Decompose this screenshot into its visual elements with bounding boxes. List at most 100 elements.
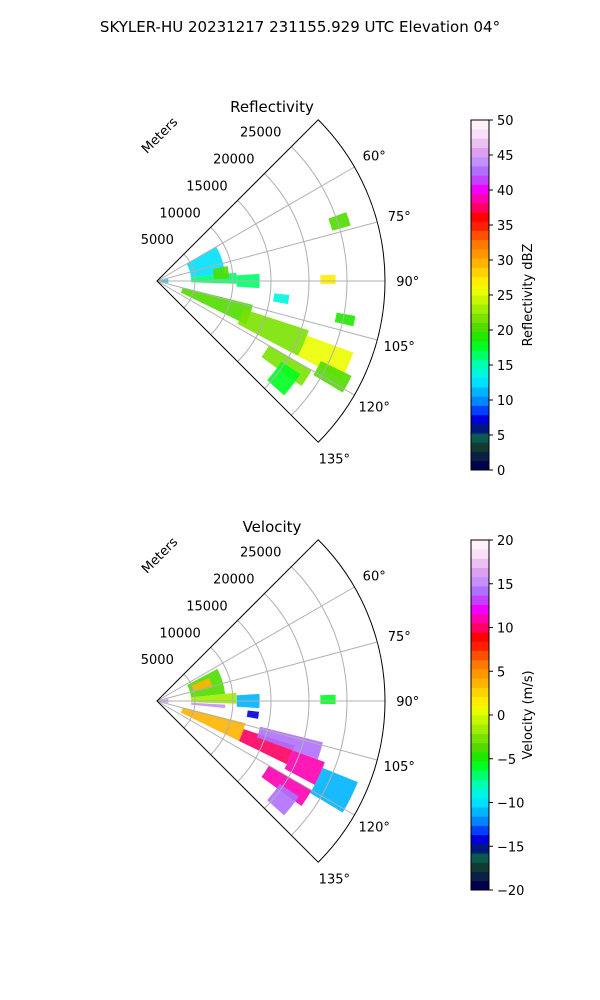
echo-region-1	[191, 677, 213, 692]
colorbar-tick-label-6: 30	[497, 254, 514, 269]
colorbar-swatch-18	[471, 295, 489, 305]
colorbar-swatch-3	[471, 433, 489, 443]
velocity-title: Velocity	[243, 518, 302, 536]
azimuth-tick-label-0: 60°	[363, 150, 386, 165]
sector-outline	[156, 539, 386, 863]
colorbar-swatch-27	[471, 632, 489, 642]
colorbar-tick-label-10: 50	[497, 114, 514, 129]
colorbar-swatch-8	[471, 807, 489, 817]
colorbar-tick-label-5: 5	[497, 665, 505, 680]
colorbar-swatch-26	[471, 641, 489, 651]
echo-region-13	[320, 694, 336, 705]
azimuth-spoke-4	[156, 280, 355, 396]
colorbar-swatch-17	[471, 304, 489, 314]
sector-outline	[156, 119, 386, 443]
colorbar-tick-label-9: 45	[497, 149, 514, 164]
azimuth-tick-label-5: 135°	[319, 452, 350, 467]
reflectivity-echoes	[158, 212, 356, 396]
colorbar-tick-label-0: 0	[497, 464, 505, 479]
velocity-grid	[156, 566, 385, 836]
colorbar-swatch-11	[471, 359, 489, 370]
colorbar-swatch-30	[471, 184, 489, 195]
colorbar-swatch-34	[471, 147, 489, 158]
echo-region-11	[320, 274, 336, 285]
colorbar-tick-label-1: 5	[497, 429, 505, 444]
echo-region-14	[246, 710, 260, 719]
colorbar-tick-label-4: 0	[497, 709, 505, 724]
colorbar-tick-label-6: 10	[497, 622, 514, 637]
echo-region-5	[180, 287, 253, 325]
colorbar-swatch-25	[471, 230, 489, 241]
colorbar-tick-label-7: 15	[497, 578, 514, 593]
azimuth-tick-label-1: 75°	[388, 630, 411, 645]
echo-region-8	[256, 726, 323, 760]
range-tick-label-1: 10000	[159, 626, 200, 641]
echo-region-11	[261, 765, 312, 806]
colorbar-swatch-29	[471, 613, 489, 624]
colorbar-tick-label-0: −20	[497, 884, 524, 899]
colorbar-swatch-27	[471, 212, 489, 222]
colorbar-swatch-16	[471, 733, 489, 744]
colorbar-swatch-5	[471, 414, 489, 425]
range-tick-label-3: 20000	[213, 153, 254, 168]
echo-region-14	[334, 312, 356, 327]
colorbar-swatch-4	[471, 423, 489, 434]
azimuth-tick-label-2: 90°	[396, 275, 419, 290]
colorbar-swatch-22	[471, 258, 489, 268]
colorbar-swatch-33	[471, 156, 489, 167]
echo-region-7	[297, 335, 354, 380]
colorbar-swatch-35	[471, 558, 489, 569]
colorbar-swatch-36	[471, 129, 489, 139]
colorbar-tick-label-2: 10	[497, 394, 514, 409]
azimuth-tick-label-3: 105°	[384, 340, 415, 355]
colorbar-swatch-31	[471, 595, 489, 605]
velocity-colorbar: −20 −15 −10 −5 0 5 10 15 20	[470, 534, 524, 899]
reflectivity-azimuth-ticks: 60° 75° 90° 105° 120° 135°	[319, 150, 420, 468]
azimuth-tick-label-0: 60°	[363, 570, 386, 585]
reflectivity-range-label: Meters	[139, 115, 181, 157]
echo-region-6	[237, 309, 309, 356]
colorbar-swatch-1	[471, 451, 489, 462]
reflectivity-colorbar-label: Reflectivity dBZ	[521, 244, 536, 347]
colorbar-swatch-23	[471, 248, 489, 259]
echo-region-13	[273, 293, 290, 305]
echo-region-2	[212, 265, 230, 280]
echo-region-9	[284, 750, 325, 785]
colorbar-swatch-10	[471, 368, 489, 379]
colorbar-swatch-7	[471, 396, 489, 406]
azimuth-spoke-0	[156, 166, 355, 282]
colorbar-swatch-37	[471, 120, 489, 130]
echo-region-10	[267, 361, 301, 396]
colorbar-swatch-36	[471, 549, 489, 559]
echo-region-12	[328, 212, 351, 231]
colorbar-swatch-28	[471, 202, 489, 213]
reflectivity-sector-frame	[156, 119, 386, 443]
colorbar-swatch-14	[471, 751, 489, 762]
colorbar-swatch-9	[471, 797, 489, 808]
azimuth-spoke-3	[156, 280, 378, 341]
reflectivity-title: Reflectivity	[230, 98, 314, 116]
colorbar-swatch-0	[471, 880, 489, 891]
velocity-panel: Velocity 5000 10000 15000 20000 25000 60° 75°…	[139, 518, 536, 899]
colorbar-swatch-32	[471, 586, 489, 596]
echo-region-6	[180, 707, 246, 741]
azimuth-spoke-3	[156, 700, 378, 761]
colorbar-swatch-13	[471, 761, 489, 771]
azimuth-tick-label-4: 120°	[359, 400, 390, 415]
reflectivity-panel: Reflectivity 5000 10000 15000 20000 25000 60…	[139, 98, 536, 479]
colorbar-swatch-29	[471, 193, 489, 204]
azimuth-tick-label-3: 105°	[384, 760, 415, 775]
echo-region-8	[313, 360, 352, 393]
colorbar-swatch-20	[471, 276, 489, 287]
reflectivity-colorbar: 0 5 10 15 20 25 30 35 40 45 50	[470, 114, 514, 479]
colorbar-swatch-23	[471, 668, 489, 679]
velocity-echoes	[158, 668, 358, 816]
colorbar-swatch-3	[471, 853, 489, 863]
range-tick-label-1: 10000	[159, 206, 200, 221]
colorbar-swatch-20	[471, 696, 489, 707]
colorbar-swatch-19	[471, 705, 489, 716]
colorbar-swatch-6	[471, 405, 489, 416]
colorbar-swatch-15	[471, 742, 489, 753]
colorbar-swatch-2	[471, 862, 489, 872]
